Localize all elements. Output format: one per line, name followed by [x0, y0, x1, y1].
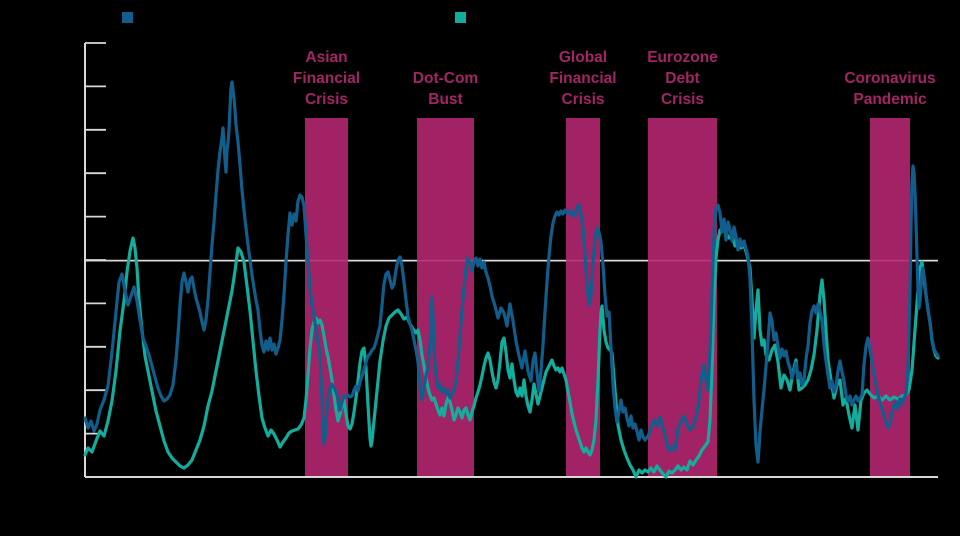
- legend-swatch-series-1: [122, 12, 133, 23]
- crisis-label-coronavirus-pandemic: Coronavirus Pandemic: [844, 70, 936, 108]
- crisis-band-dot-com-bust: [417, 118, 474, 477]
- crisis-label-eurozone-debt-crisis: Eurozone Debt Crisis: [647, 49, 718, 108]
- crisis-label-global-financial-crisis: Global Financial Crisis: [549, 49, 617, 108]
- series-blue-line: [83, 80, 940, 464]
- series-teal-line: [83, 226, 940, 479]
- legend-swatch-series-2: [455, 12, 466, 23]
- legend: [0, 0, 960, 30]
- crisis-label-asian-financial-crisis: Asian Financial Crisis: [292, 49, 361, 108]
- crisis-label-dot-com-bust: Dot-Com Bust: [412, 70, 479, 108]
